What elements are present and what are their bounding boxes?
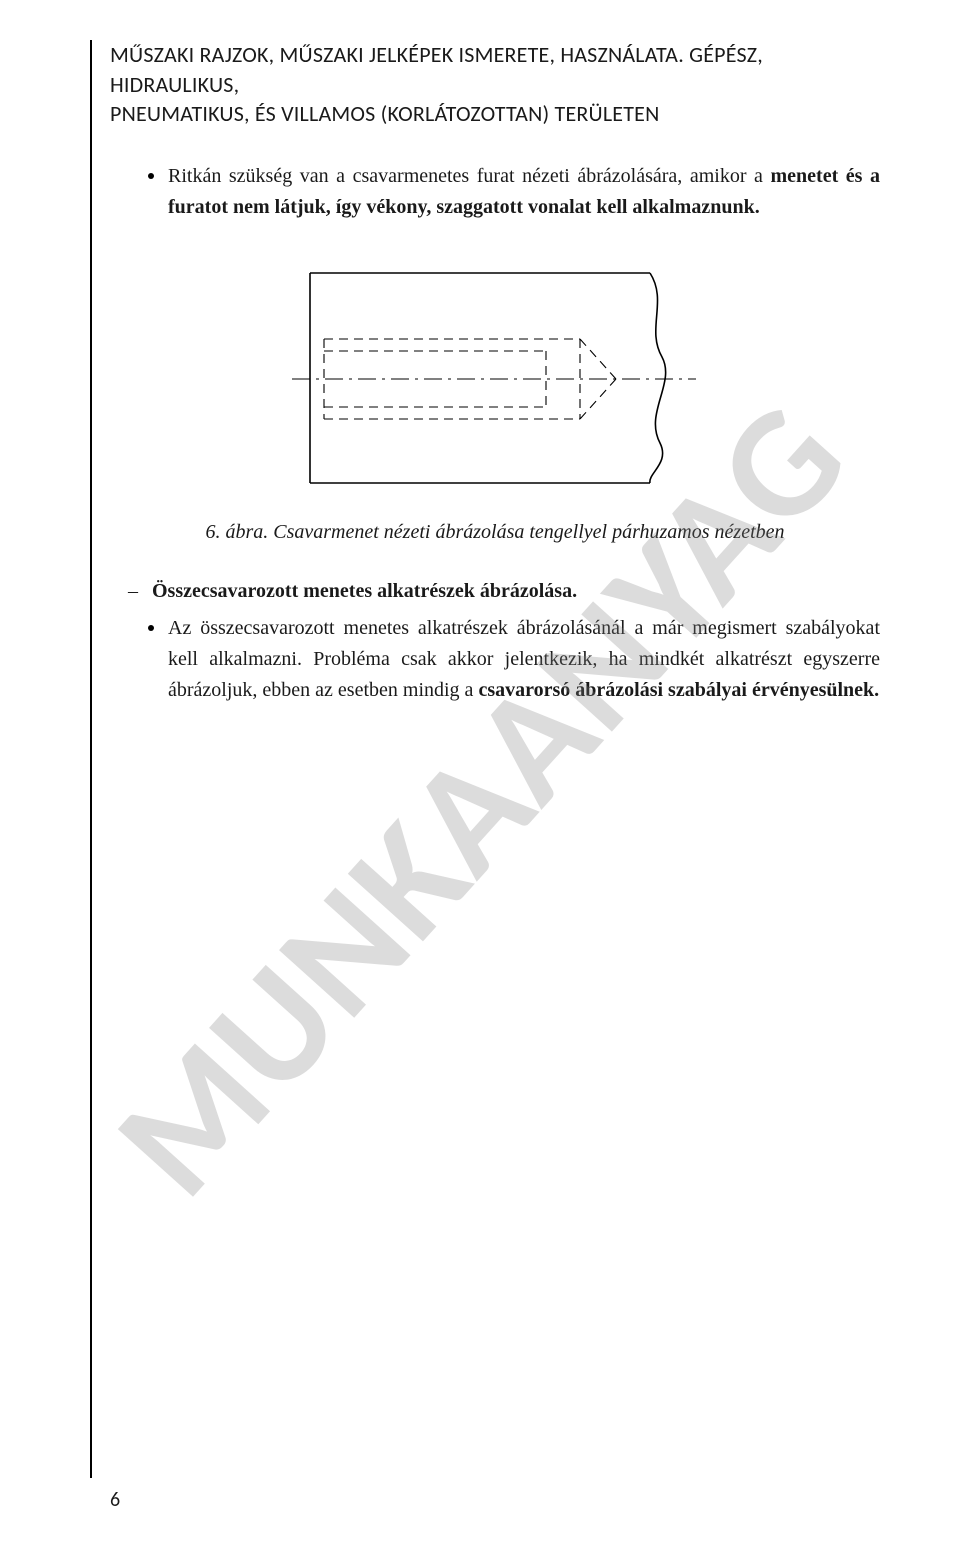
bullet-dot-icon [148,173,154,179]
bullet-1-text: Ritkán szükség van a csavarmenetes furat… [168,161,880,223]
figure-6 [110,259,880,499]
bullet-dot-icon [148,625,154,631]
dash-mark-icon: – [128,576,138,607]
page-number: 6 [110,1488,120,1512]
dash-item: – Összecsavarozott menetes alkatrészek á… [128,576,880,607]
bullet-item-2: Az összecsavarozott menetes alkatrészek … [148,613,880,706]
left-vertical-rule [90,40,92,1478]
bullet-block-1: Ritkán szükség van a csavarmenetes furat… [148,161,880,223]
bullet-2-bold: csavarorsó ábrázolási szabályai érvényes… [478,679,879,701]
bullet-block-2: Az összecsavarozott menetes alkatrészek … [148,613,880,706]
bullet-1-lead: Ritkán szükség van a csavarmenetes furat… [168,165,771,187]
dash-list: – Összecsavarozott menetes alkatrészek á… [128,576,880,607]
bullet-2-text: Az összecsavarozott menetes alkatrészek … [168,613,880,706]
dash-item-label: Összecsavarozott menetes alkatrészek ábr… [152,576,880,607]
page-header: MŰSZAKI RAJZOK, MŰSZAKI JELKÉPEK ISMERET… [110,40,880,129]
bullet-item-1: Ritkán szükség van a csavarmenetes furat… [148,161,880,223]
header-line-2: PNEUMATIKUS, ÉS VILLAMOS (KORLÁTOZOTTAN)… [110,99,880,129]
header-line-1: MŰSZAKI RAJZOK, MŰSZAKI JELKÉPEK ISMERET… [110,40,880,99]
thread-drawing-svg [280,259,710,499]
figure-caption: 6. ábra. Csavarmenet nézeti ábrázolása t… [110,521,880,544]
page: MŰSZAKI RAJZOK, MŰSZAKI JELKÉPEK ISMERET… [0,0,960,1558]
